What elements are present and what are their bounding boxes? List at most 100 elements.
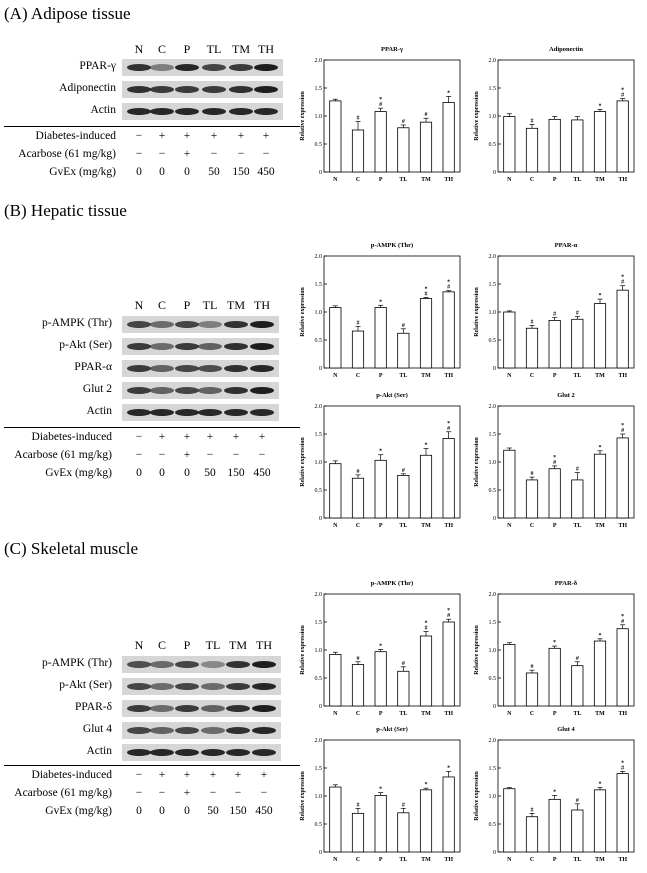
treatment-value: + xyxy=(209,769,217,781)
blot-band xyxy=(150,343,174,350)
significance-mark: # xyxy=(402,119,405,125)
treatment-value: − xyxy=(232,449,240,461)
x-tick-label: TL xyxy=(573,177,581,183)
y-axis-label: Relative expression xyxy=(300,287,306,337)
blot-band xyxy=(226,727,250,734)
x-tick-label: TH xyxy=(444,857,453,863)
y-tick-label: 1.5 xyxy=(489,282,497,288)
blot-strip xyxy=(122,59,283,76)
treatment-value: 450 xyxy=(257,166,275,178)
blot-label: p-Akt (Ser) xyxy=(59,339,112,351)
significance-mark: * xyxy=(379,299,382,305)
significance-mark: * xyxy=(425,621,428,627)
x-tick-label: TL xyxy=(399,857,407,863)
y-tick-label: 0 xyxy=(493,170,496,176)
lane-label: TH xyxy=(256,638,272,652)
bar xyxy=(525,816,539,853)
blot-band xyxy=(250,365,274,372)
x-tick-label: N xyxy=(333,857,338,863)
bar xyxy=(442,621,455,707)
y-tick-label: 1.0 xyxy=(315,648,323,654)
treatment-label: GvEx (mg/kg) xyxy=(45,467,112,479)
blot-band xyxy=(150,661,174,668)
lane-label: TL xyxy=(206,42,222,56)
significance-mark: * xyxy=(599,103,602,109)
blot-band xyxy=(175,705,199,712)
treatment-value: − xyxy=(260,787,268,799)
treatment-label: Acarbose (61 mg/kg) xyxy=(14,449,112,461)
lane-label: C xyxy=(157,638,166,652)
blot-band xyxy=(202,86,226,93)
y-axis-label: Relative expression xyxy=(300,91,306,141)
x-tick-label: P xyxy=(553,711,557,717)
blot-band xyxy=(150,683,174,690)
blot-strip xyxy=(122,103,283,120)
significance-mark: # xyxy=(531,319,534,325)
lane-label: TL xyxy=(202,298,218,312)
treatment-value: − xyxy=(158,787,166,799)
treatment-value: 0 xyxy=(136,467,142,479)
y-tick-label: 0.5 xyxy=(489,338,497,344)
lane-label: C xyxy=(157,42,166,56)
lane-label: P xyxy=(183,298,191,312)
blot-band xyxy=(201,683,225,690)
treatment-label: GvEx (mg/kg) xyxy=(45,805,112,817)
blot-band xyxy=(127,321,151,328)
blot-strip xyxy=(122,678,281,695)
x-tick-label: C xyxy=(356,523,360,529)
treatment-label: GvEx (mg/kg) xyxy=(49,166,116,178)
y-axis-label: Relative expression xyxy=(474,287,480,337)
significance-mark: # xyxy=(357,469,360,475)
significance-mark: # xyxy=(531,664,534,670)
y-tick-label: 1.5 xyxy=(315,86,323,92)
significance-mark: # xyxy=(447,426,450,432)
blot-band xyxy=(150,64,174,71)
y-tick-label: 0.5 xyxy=(315,338,323,344)
x-tick-label: C xyxy=(356,711,360,717)
y-tick-label: 1.5 xyxy=(489,432,497,438)
bar xyxy=(525,672,539,707)
chart-c-p-akt: p-Akt (Ser) Relative expression 0 0.5 1.0 1.5… xyxy=(300,726,461,863)
bar xyxy=(503,311,516,369)
plot-frame xyxy=(323,59,461,173)
blot-band xyxy=(175,727,199,734)
bar xyxy=(419,121,433,173)
blot-band xyxy=(127,108,151,115)
treatment-value: − xyxy=(258,449,266,461)
significance-mark: * xyxy=(379,97,382,103)
bar xyxy=(593,303,607,369)
y-tick-label: 2.0 xyxy=(489,254,497,260)
y-tick-label: 2.0 xyxy=(489,738,497,744)
x-tick-label: TM xyxy=(421,373,431,379)
x-tick-label: P xyxy=(553,857,557,863)
chart-title: p-AMPK (Thr) xyxy=(371,242,413,249)
bar xyxy=(397,812,410,853)
x-tick-label: N xyxy=(333,373,338,379)
significance-mark: * xyxy=(599,633,602,639)
bar xyxy=(329,654,342,707)
bar xyxy=(351,477,365,519)
blot-band xyxy=(150,749,174,756)
blot-band xyxy=(254,64,278,71)
treatment-value: + xyxy=(158,431,166,443)
blot-band xyxy=(201,727,225,734)
chart-a-ppar-gamma: PPAR-γ Relative expression 0 0.5 1.0 1.5 2.0 N #… xyxy=(300,46,461,183)
x-tick-label: TL xyxy=(399,711,407,717)
blot-band xyxy=(127,343,151,350)
x-tick-label: TH xyxy=(618,177,627,183)
significance-mark: # xyxy=(425,112,428,118)
blot-band xyxy=(127,727,151,734)
treatment-value: 0 xyxy=(159,805,165,817)
y-tick-label: 1.0 xyxy=(489,114,497,120)
bar xyxy=(419,635,433,707)
y-tick-label: 0 xyxy=(319,516,322,522)
significance-mark: # xyxy=(576,798,579,804)
treatment-value: − xyxy=(237,148,245,160)
x-tick-label: N xyxy=(333,523,338,529)
y-tick-label: 0.5 xyxy=(315,142,323,148)
blot-band xyxy=(252,705,276,712)
y-axis-label: Relative expression xyxy=(474,91,480,141)
blot-band xyxy=(254,86,278,93)
x-tick-label: N xyxy=(333,711,338,717)
significance-mark: # xyxy=(447,285,450,291)
